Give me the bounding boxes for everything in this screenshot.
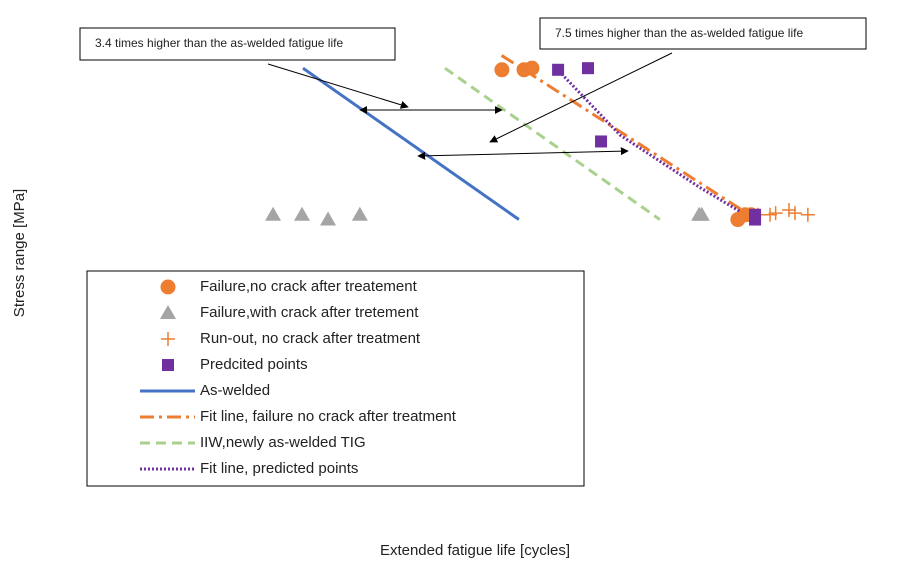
line: [500, 54, 743, 212]
legend-symbol: [161, 332, 175, 346]
marker: [782, 202, 797, 217]
legend-box: [86, 270, 585, 487]
legend-label: Fit line, predicted points: [200, 460, 358, 477]
marker: [749, 213, 762, 226]
marker: [768, 206, 783, 221]
marker: [595, 135, 608, 148]
annotation: 3.4 times higher than the as-welded fati…: [79, 17, 867, 160]
marker: [265, 206, 282, 221]
legend-label: Run-out, no crack after treatment: [200, 330, 421, 347]
legend-label: As-welded: [200, 382, 270, 399]
marker: [294, 206, 311, 221]
marker: [763, 207, 778, 222]
legend-symbol: [160, 279, 176, 295]
marker: [800, 207, 815, 222]
marker: [320, 211, 337, 226]
y-axis-label: Stress range [MPa]: [11, 189, 28, 317]
x-axis-label: Extended fatigue life [cycles]: [380, 542, 570, 559]
annotation-text: 7.5 times higher than the as-welded fati…: [555, 26, 803, 40]
marker: [787, 206, 802, 221]
marker: [582, 62, 595, 75]
legend-symbol: [160, 305, 176, 319]
marker: [693, 206, 710, 221]
legend-label: Fit line, failure no crack after treatme…: [200, 408, 457, 425]
marker: [494, 62, 510, 78]
marker: [351, 206, 368, 221]
line: [444, 66, 661, 221]
line: [302, 66, 520, 221]
annotation-text: 3.4 times higher than the as-welded fati…: [95, 36, 343, 50]
legend-label: Failure,no crack after treatement: [200, 278, 418, 295]
legend-label: Predcited points: [200, 356, 308, 373]
legend-symbol: [162, 359, 174, 371]
line: [555, 67, 741, 213]
legend-label: Failure,with crack after tretement: [200, 304, 419, 321]
legend-label: IIW,newly as-welded TIG: [200, 434, 366, 451]
marker: [552, 63, 565, 76]
